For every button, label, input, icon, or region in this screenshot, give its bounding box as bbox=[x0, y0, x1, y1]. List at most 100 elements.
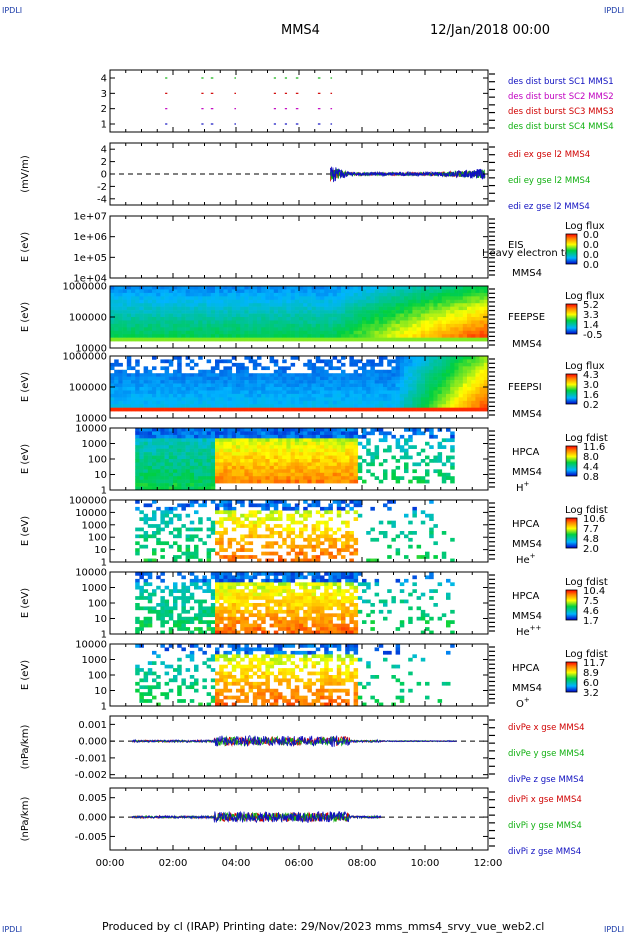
heat-cell bbox=[240, 317, 245, 321]
heat-cell bbox=[160, 390, 165, 395]
heat-cell bbox=[395, 476, 401, 480]
heat-cell bbox=[387, 310, 392, 314]
heat-cell bbox=[236, 520, 241, 525]
heat-cell bbox=[450, 434, 455, 439]
heat-cell bbox=[404, 407, 409, 412]
heat-cell bbox=[345, 303, 350, 307]
heat-cell bbox=[227, 555, 233, 559]
colorbar bbox=[565, 233, 578, 265]
heat-cell bbox=[408, 286, 413, 290]
heat-cell bbox=[441, 390, 447, 395]
heat-cell bbox=[168, 286, 174, 290]
heat-cell bbox=[236, 390, 241, 395]
heat-cell bbox=[273, 510, 279, 515]
heat-cell bbox=[429, 373, 434, 377]
heat-cell bbox=[223, 387, 228, 391]
heat-cell bbox=[168, 323, 174, 328]
heat-cell bbox=[362, 289, 367, 294]
heat-cell bbox=[341, 373, 346, 377]
heat-cell bbox=[164, 613, 170, 618]
heat-cell bbox=[299, 404, 304, 408]
heat-cell bbox=[261, 455, 266, 460]
heat-cell bbox=[152, 609, 157, 614]
heat-cell bbox=[173, 289, 178, 294]
heat-cell bbox=[156, 334, 161, 338]
heat-cell bbox=[198, 387, 203, 391]
heat-cell bbox=[114, 330, 119, 335]
heat-cell bbox=[118, 407, 123, 412]
heat-cell bbox=[471, 393, 476, 398]
heat-cell bbox=[152, 330, 157, 335]
heat-cell bbox=[471, 369, 476, 374]
heat-cell bbox=[131, 286, 136, 290]
heat-cell bbox=[349, 289, 354, 294]
y-tick-label: 1000 bbox=[82, 520, 107, 531]
heat-cell bbox=[332, 397, 338, 402]
heat-cell bbox=[336, 472, 342, 477]
heat-cell bbox=[370, 369, 375, 374]
heat-cell bbox=[240, 548, 245, 552]
heat-cell bbox=[118, 330, 123, 335]
heat-cell bbox=[299, 441, 304, 446]
heat-cell bbox=[261, 434, 266, 439]
heat-cell bbox=[383, 330, 388, 335]
heat-cell bbox=[223, 292, 228, 297]
heat-cell bbox=[147, 407, 153, 412]
heat-cell bbox=[315, 310, 321, 314]
heat-cell bbox=[198, 431, 203, 436]
heat-cell bbox=[160, 510, 165, 515]
heat-cell bbox=[311, 544, 317, 549]
heat-cell bbox=[479, 383, 485, 388]
heat-cell bbox=[475, 303, 480, 307]
heat-cell bbox=[152, 404, 157, 408]
heat-cell bbox=[269, 527, 275, 532]
heat-cell bbox=[467, 334, 472, 338]
heat-cell bbox=[387, 296, 392, 301]
heat-cell bbox=[366, 387, 371, 391]
heat-cell bbox=[294, 558, 300, 563]
heat-cell bbox=[164, 320, 170, 325]
heat-cell bbox=[437, 292, 443, 297]
heat-cell bbox=[126, 337, 132, 342]
heat-cell bbox=[383, 303, 388, 307]
heat-cell bbox=[467, 400, 472, 405]
heat-cell bbox=[471, 359, 476, 364]
heat-cell bbox=[114, 369, 119, 374]
heat-cell bbox=[336, 373, 342, 377]
heat-cell bbox=[294, 310, 300, 314]
heat-cell bbox=[353, 289, 359, 294]
heat-cell bbox=[437, 330, 443, 335]
heat-cell bbox=[177, 373, 182, 377]
heat-cell bbox=[450, 330, 455, 335]
heat-cell bbox=[425, 299, 430, 304]
heat-cell bbox=[378, 299, 384, 304]
heat-cell bbox=[156, 313, 161, 318]
heat-cell bbox=[173, 434, 178, 439]
heat-cell bbox=[210, 500, 216, 504]
heat-cell bbox=[416, 303, 422, 307]
heat-cell bbox=[387, 292, 392, 297]
heat-cell bbox=[345, 407, 350, 412]
heat-cell bbox=[471, 334, 476, 338]
heat-cell bbox=[160, 572, 165, 576]
heat-cell bbox=[278, 390, 283, 395]
heat-cell bbox=[357, 434, 363, 439]
heat-cell bbox=[147, 486, 153, 491]
heat-cell bbox=[294, 327, 300, 332]
heat-cell bbox=[261, 404, 266, 408]
heat-cell bbox=[320, 306, 325, 311]
heat-cell bbox=[378, 479, 384, 484]
heat-cell bbox=[437, 366, 443, 371]
heat-cell bbox=[110, 323, 115, 328]
heat-cell bbox=[378, 317, 384, 321]
heat-cell bbox=[286, 531, 291, 535]
heat-cell bbox=[311, 558, 317, 563]
heat-cell bbox=[185, 551, 191, 556]
heat-cell bbox=[160, 359, 165, 364]
heat-cell bbox=[278, 452, 283, 456]
heat-cell bbox=[173, 334, 178, 338]
heat-cell bbox=[299, 472, 304, 477]
heat-cell bbox=[198, 476, 203, 480]
heat-cell bbox=[118, 299, 123, 304]
heat-cell bbox=[315, 534, 321, 539]
